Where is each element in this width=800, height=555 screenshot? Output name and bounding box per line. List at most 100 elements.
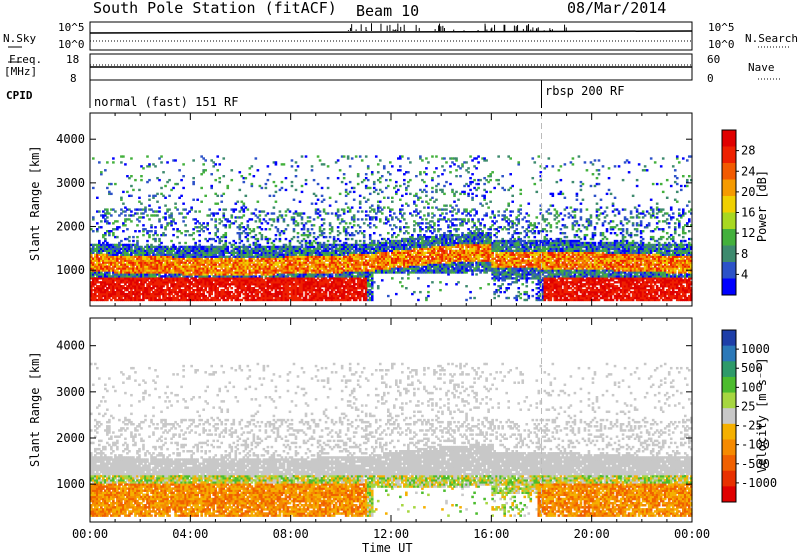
data-cell xyxy=(371,171,374,173)
data-cell xyxy=(255,234,258,236)
data-cell xyxy=(259,214,262,216)
data-cell xyxy=(391,228,394,230)
data-cell xyxy=(313,224,316,226)
data-cell xyxy=(112,161,115,163)
data-cell xyxy=(379,159,382,161)
data-cell xyxy=(301,216,304,218)
data-cell xyxy=(325,236,328,238)
data-cell xyxy=(176,183,179,185)
data-cell xyxy=(243,214,246,216)
data-cell xyxy=(218,181,221,183)
data-cell xyxy=(271,224,274,226)
data-cell xyxy=(375,216,378,218)
data-cell xyxy=(395,181,398,183)
data-cell xyxy=(373,181,376,183)
data-cell xyxy=(214,218,217,220)
data-cell xyxy=(168,179,171,181)
data-cell xyxy=(335,201,338,203)
data-cell xyxy=(379,181,382,183)
data-cell xyxy=(291,165,294,167)
data-cell xyxy=(178,242,181,244)
data-cell xyxy=(397,234,400,236)
data-cell xyxy=(180,212,183,214)
data-cell xyxy=(399,199,402,201)
data-cell xyxy=(241,240,244,242)
data-cell xyxy=(150,230,153,232)
data-cell xyxy=(353,234,356,236)
data-cell xyxy=(234,220,237,222)
data-cell xyxy=(369,193,372,195)
data-cell xyxy=(401,155,404,157)
data-cell xyxy=(180,232,183,234)
data-cell xyxy=(92,216,95,218)
data-cell xyxy=(200,187,203,189)
data-cell xyxy=(375,226,378,228)
data-cell xyxy=(116,236,119,238)
data-cell xyxy=(379,218,382,220)
data-cell xyxy=(180,179,183,181)
data-cell xyxy=(295,175,298,177)
data-cell xyxy=(353,191,356,193)
data-cell xyxy=(339,240,342,242)
data-cell xyxy=(140,203,143,205)
data-cell xyxy=(204,169,207,171)
data-cell xyxy=(138,197,141,199)
strip-panels xyxy=(8,22,790,108)
data-cell xyxy=(218,177,221,179)
data-cell xyxy=(369,187,372,189)
data-cell xyxy=(389,173,392,175)
data-cell xyxy=(142,234,145,236)
data-cell xyxy=(216,228,219,230)
data-cell xyxy=(395,226,398,228)
data-cell xyxy=(164,185,167,187)
data-cell xyxy=(243,181,246,183)
data-cell xyxy=(365,210,368,212)
data-cell xyxy=(293,228,296,230)
data-cell xyxy=(333,236,336,238)
data-cell xyxy=(357,183,360,185)
data-cell xyxy=(182,187,185,189)
data-cell xyxy=(182,203,185,205)
data-cell xyxy=(164,204,167,206)
data-cell xyxy=(383,165,386,167)
data-cell xyxy=(92,230,95,232)
data-cell xyxy=(172,218,175,220)
data-cell xyxy=(128,240,131,242)
data-cell xyxy=(226,185,229,187)
data-cell xyxy=(389,179,392,181)
data-cell xyxy=(138,230,141,232)
data-cell xyxy=(341,181,344,183)
data-cell xyxy=(192,199,195,201)
data-cell xyxy=(218,208,221,210)
data-cell xyxy=(148,234,151,236)
data-cell xyxy=(301,155,304,157)
data-cell xyxy=(249,173,252,175)
data-cell xyxy=(96,222,99,224)
data-cell xyxy=(230,214,233,216)
data-cell xyxy=(257,169,260,171)
data-cell xyxy=(184,224,187,226)
data-cell xyxy=(289,210,292,212)
data-cell xyxy=(367,165,370,167)
data-cell xyxy=(130,195,133,197)
data-cell xyxy=(182,163,185,165)
data-cell xyxy=(198,240,201,242)
data-cell xyxy=(283,163,286,165)
data-cell xyxy=(160,242,163,244)
data-cell xyxy=(202,163,205,165)
data-cell xyxy=(281,214,284,216)
data-cell xyxy=(317,155,320,157)
data-cell xyxy=(198,234,201,236)
data-cell xyxy=(349,191,352,193)
data-cell xyxy=(218,163,221,165)
data-cell xyxy=(351,206,354,208)
data-cell xyxy=(126,191,129,193)
data-cell xyxy=(323,163,326,165)
data-cell xyxy=(329,222,332,224)
data-cell xyxy=(343,155,346,157)
data-cell xyxy=(291,185,294,187)
data-cell xyxy=(373,281,376,283)
data-cell xyxy=(251,165,254,167)
data-cell xyxy=(287,224,290,226)
data-cell xyxy=(247,208,250,210)
